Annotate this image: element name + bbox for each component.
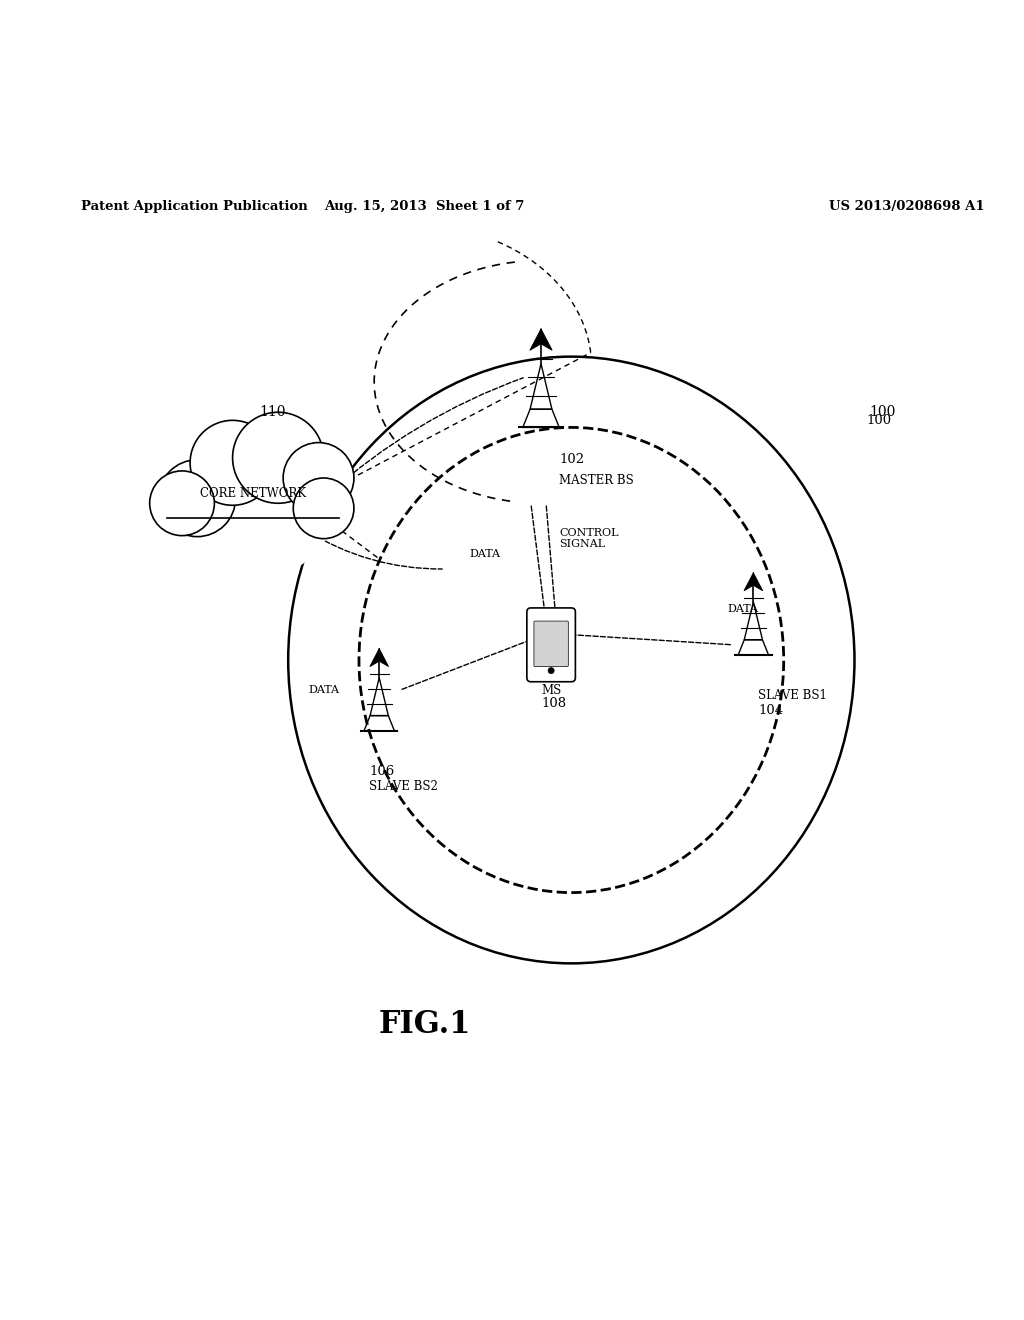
FancyBboxPatch shape xyxy=(526,609,575,681)
Text: 104: 104 xyxy=(759,704,783,717)
Text: SLAVE BS2: SLAVE BS2 xyxy=(369,780,438,793)
Circle shape xyxy=(293,478,354,539)
Circle shape xyxy=(284,442,354,513)
Text: 100: 100 xyxy=(869,405,896,420)
Text: 100: 100 xyxy=(866,414,892,426)
Text: FIG.1: FIG.1 xyxy=(379,1008,471,1040)
Text: DATA: DATA xyxy=(308,685,339,696)
Polygon shape xyxy=(744,573,763,590)
Text: MASTER BS: MASTER BS xyxy=(559,474,634,487)
Text: CORE NETWORK: CORE NETWORK xyxy=(200,487,306,500)
Text: 102: 102 xyxy=(559,453,585,466)
Circle shape xyxy=(190,420,275,506)
Text: 110: 110 xyxy=(260,405,287,420)
Circle shape xyxy=(167,407,339,579)
Circle shape xyxy=(232,412,324,503)
Text: SLAVE BS1: SLAVE BS1 xyxy=(759,689,827,702)
Text: Aug. 15, 2013  Sheet 1 of 7: Aug. 15, 2013 Sheet 1 of 7 xyxy=(325,199,525,213)
Text: 108: 108 xyxy=(541,697,566,710)
Text: 106: 106 xyxy=(369,764,394,777)
Text: Patent Application Publication: Patent Application Publication xyxy=(81,199,307,213)
FancyBboxPatch shape xyxy=(534,622,568,667)
Text: DATA: DATA xyxy=(470,549,501,558)
Polygon shape xyxy=(370,649,388,667)
Circle shape xyxy=(150,471,214,536)
Circle shape xyxy=(159,459,236,537)
Circle shape xyxy=(548,668,554,673)
Text: US 2013/0208698 A1: US 2013/0208698 A1 xyxy=(829,199,985,213)
Polygon shape xyxy=(530,329,552,350)
Text: MS: MS xyxy=(541,684,561,697)
Text: CONTROL
SIGNAL: CONTROL SIGNAL xyxy=(559,528,618,549)
Text: DATA: DATA xyxy=(728,605,759,614)
